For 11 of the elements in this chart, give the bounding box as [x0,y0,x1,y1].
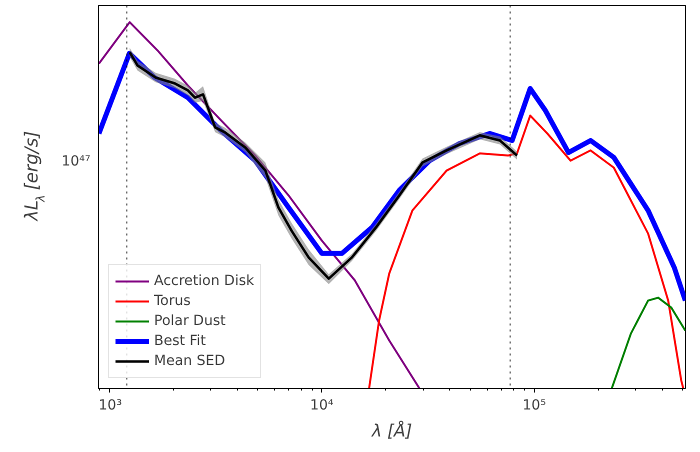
x-axis-title: λ [Å] [370,420,412,442]
legend-label: Best Fit [154,333,206,349]
x-tick-label: 10⁴ [310,398,334,414]
x-tick-label: 10³ [98,398,122,414]
legend-label: Accretion Disk [154,273,254,289]
y-axis-title: λLλ [erg/s] [22,130,48,222]
x-tick-label: 10⁵ [522,398,546,414]
legend-label: Torus [154,293,191,309]
text: 10⁴⁷ [61,153,91,170]
legend-label: Polar Dust [154,313,226,329]
legend-label: Mean SED [154,353,226,369]
